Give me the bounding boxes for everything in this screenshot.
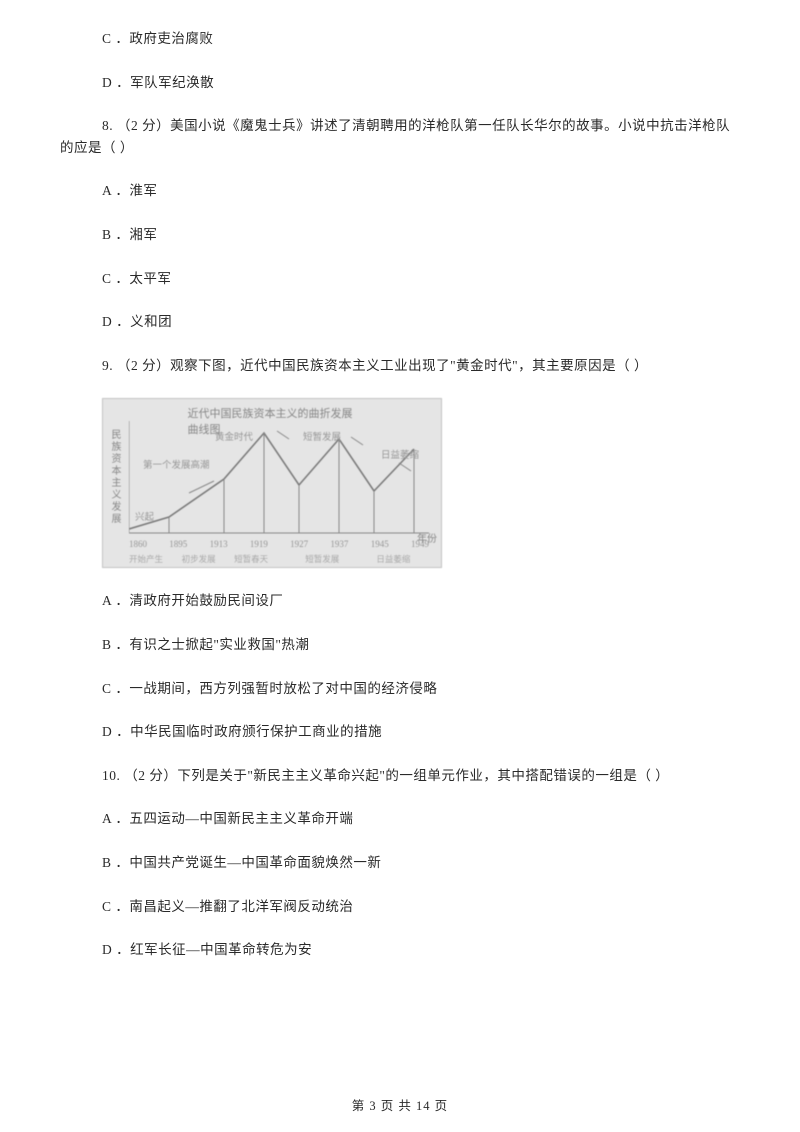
chart-xtick: 1927	[290, 539, 308, 549]
page-footer: 第 3 页 共 14 页	[0, 1095, 800, 1114]
chart-verticals	[169, 433, 414, 533]
q10-option-d: D ．红军长征—中国革命转危为安	[60, 939, 740, 961]
q10-option-a: A ．五四运动—中国新民主主义革命开端	[60, 808, 740, 830]
q10-option-b: B ．中国共产党诞生—中国革命面貌焕然一新	[60, 852, 740, 874]
q8-option-d: D ．义和团	[60, 311, 740, 333]
chart-bottom-label: 日益萎缩	[376, 553, 410, 565]
q8-option-a: A ．淮军	[60, 180, 740, 202]
chart-xtick: 1937	[330, 539, 348, 549]
q9-option-b: B ．有识之士掀起"实业救国"热潮	[60, 634, 740, 656]
q9-option-c: C ．一战期间，西方列强暂时放松了对中国的经济侵略	[60, 678, 740, 700]
q10-option-c: C ．南昌起义—推翻了北洋军阀反动统治	[60, 896, 740, 918]
chart-xtick: 1919	[250, 539, 268, 549]
chart-xticks: 1860 1895 1913 1919 1927 1937 1945 1949	[129, 539, 429, 549]
q8-option-b: B ．湘军	[60, 224, 740, 246]
chart-xtick: 1860	[129, 539, 147, 549]
chart-bottom-label: 初步发展	[182, 553, 216, 565]
chart-annot-short: 短暂发展	[303, 429, 341, 443]
chart-xtick: 1895	[169, 539, 187, 549]
prev-option-d: D ．军队军纪涣散	[60, 72, 740, 94]
chart-annot-start: 兴起	[135, 509, 154, 523]
chart-bottom-label: 短暂春天	[234, 553, 268, 565]
prev-option-c: C ．政府吏治腐败	[60, 28, 740, 50]
q9-option-d: D ．中华民国临时政府颁行保护工商业的措施	[60, 721, 740, 743]
q9-option-a: A ．清政府开始鼓励民间设厂	[60, 590, 740, 612]
chart-svg	[129, 421, 429, 539]
q10-stem: 10. （2 分）下列是关于"新民主主义革命兴起"的一组单元作业，其中搭配错误的…	[60, 765, 740, 787]
q8-stem: 8. （2 分）美国小说《魔鬼士兵》讲述了清朝聘用的洋枪队第一任队长华尔的故事。…	[60, 115, 740, 158]
chart-ylabel: 民族资本主义发展	[107, 429, 122, 525]
chart-annot-decline: 日益萎缩	[381, 447, 419, 461]
chart-line	[129, 433, 414, 529]
chart-annot-peak1: 第一个发展高潮	[143, 457, 210, 471]
chart-bottom-label: 开始产生	[129, 553, 163, 565]
q8-option-c: C ．太平军	[60, 268, 740, 290]
chart-xtick: 1913	[210, 539, 228, 549]
chart-xtick: 1949	[411, 539, 429, 549]
q9-chart: 近代中国民族资本主义的曲折发展曲线图 民族资本主义发展 年份 第一个发展高潮 兴…	[102, 398, 442, 568]
q9-stem: 9. （2 分）观察下图，近代中国民族资本主义工业出现了"黄金时代"，其主要原因…	[60, 355, 740, 377]
chart-bottom-label: 短暂发展	[305, 553, 339, 565]
chart-bottom-labels: 开始产生 初步发展 短暂春天 短暂发展 日益萎缩	[129, 553, 429, 565]
chart-xtick: 1945	[371, 539, 389, 549]
chart-annot-golden: 黄金时代	[215, 429, 253, 443]
